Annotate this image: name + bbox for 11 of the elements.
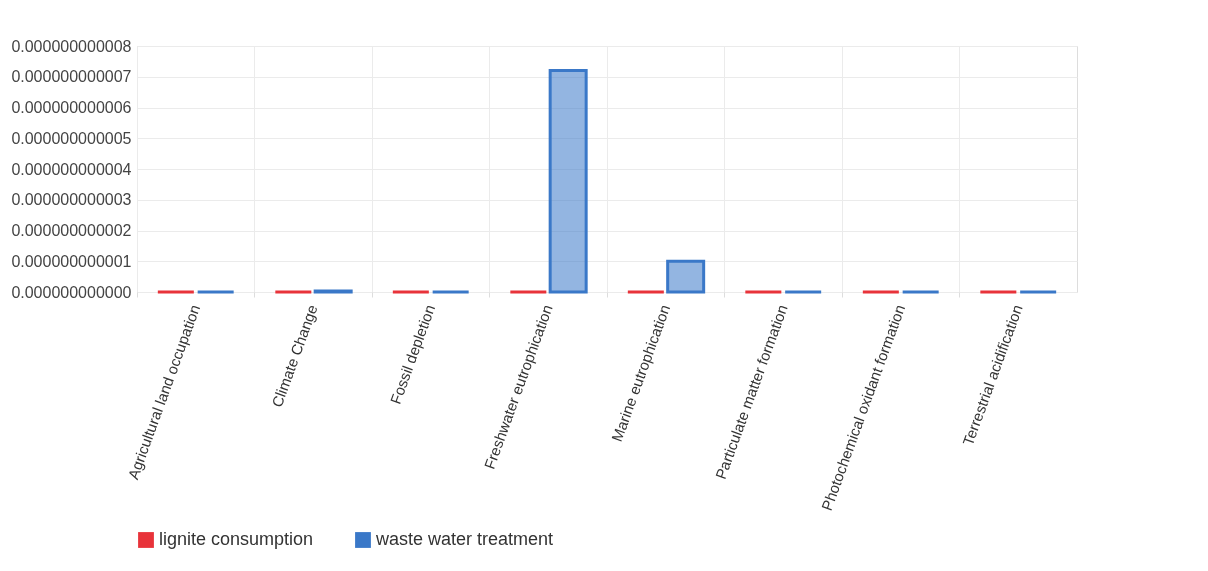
y-tick-label: 0.000000000002 <box>11 222 132 239</box>
y-tick-label: 0.000000000003 <box>11 191 132 209</box>
y-tick-label: 0.000000000000 <box>11 283 132 301</box>
legend-label: waste water treatment <box>375 529 554 549</box>
y-tick-label: 0.000000000004 <box>11 160 132 178</box>
legend-label: lignite consumption <box>159 529 314 549</box>
y-tick-label: 0.000000000001 <box>11 252 132 270</box>
y-tick-label: 0.000000000008 <box>11 37 132 55</box>
y-tick-label: 0.000000000005 <box>11 129 132 147</box>
y-tick-label: 0.000000000006 <box>11 99 132 116</box>
y-tick-label: 0.000000000007 <box>11 68 132 86</box>
